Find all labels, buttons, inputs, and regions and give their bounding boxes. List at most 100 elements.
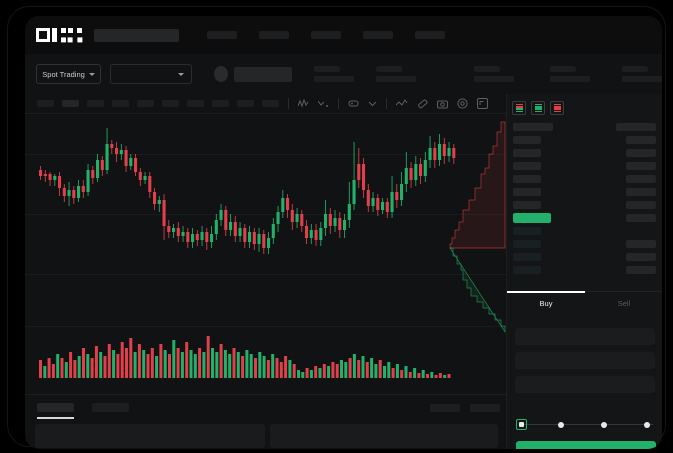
gridline [25, 274, 506, 275]
gridline [25, 154, 506, 155]
settings-icon[interactable] [457, 98, 468, 109]
stat-1-value [314, 76, 354, 82]
orderbook-view-toggles [507, 94, 662, 115]
interval-button-3[interactable] [87, 100, 104, 107]
volume-histogram [39, 336, 451, 378]
primary-nav [207, 31, 445, 39]
stat-1-label [314, 66, 340, 72]
nav-item-2[interactable] [259, 31, 289, 39]
interval-button-10[interactable] [262, 100, 279, 107]
tab-sell[interactable]: Sell [585, 292, 662, 315]
toolbar-divider [386, 98, 387, 109]
stat-2 [376, 66, 416, 82]
slider-step-0[interactable] [516, 419, 527, 430]
orderbook-trade-panel: Buy Sell [506, 94, 662, 449]
tab-buy[interactable]: Buy [507, 291, 585, 315]
orders-table-row [25, 422, 506, 449]
orderbook-ask-row[interactable] [513, 146, 656, 159]
nav-item-4[interactable] [363, 31, 393, 39]
orders-cell-1[interactable] [35, 424, 265, 448]
tab-sell-label: Sell [617, 299, 631, 308]
chart-toolbar [25, 94, 662, 114]
logo-letter-x [68, 28, 82, 42]
price-field[interactable] [515, 328, 655, 345]
camera-icon[interactable] [437, 99, 448, 109]
orderbook-ask-row[interactable] [513, 159, 656, 172]
interval-button-7[interactable] [187, 100, 204, 107]
slider-step-3[interactable] [644, 421, 650, 428]
orderbook-view-bids-icon[interactable] [531, 101, 545, 115]
alert-icon[interactable] [348, 99, 359, 108]
gridline [25, 326, 506, 327]
orderbook-rows [507, 115, 662, 276]
orderbook-ask-row[interactable] [513, 185, 656, 198]
stat-3-value [474, 76, 514, 82]
stat-5 [622, 66, 662, 82]
fullscreen-icon[interactable] [477, 98, 488, 109]
coin-avatar [214, 66, 229, 82]
stat-3-label [474, 66, 500, 72]
stat-1 [314, 66, 354, 82]
trading-mode-selector[interactable]: Spot Trading [36, 64, 102, 84]
search-input[interactable] [94, 28, 179, 42]
chevron-down-icon [88, 72, 95, 76]
total-field[interactable] [515, 376, 655, 393]
trading-pair-selector[interactable] [110, 64, 193, 84]
orderbook-bid-row[interactable] [513, 250, 656, 263]
bottom-tab-1[interactable] [37, 403, 74, 419]
orderbook-col-amount [616, 122, 656, 131]
chevron-down-icon[interactable] [368, 99, 377, 108]
bottom-action-1[interactable] [430, 403, 460, 412]
last-price-value [234, 66, 292, 82]
bottom-tab-2[interactable] [92, 403, 129, 412]
depth-chart-overlay [449, 121, 506, 334]
last-price-highlight [513, 212, 551, 223]
logo-letter-o [36, 28, 50, 42]
orderbook-last-price-row [513, 211, 656, 224]
bottom-action-2[interactable] [470, 403, 500, 412]
slider-track [519, 424, 653, 425]
amount-percent-slider[interactable] [516, 419, 656, 431]
stat-4 [550, 66, 590, 82]
stat-3 [474, 66, 514, 82]
stat-5-label [622, 66, 648, 72]
stat-4-value [550, 76, 590, 82]
indicator-icon[interactable] [298, 99, 309, 108]
place-buy-order-button[interactable] [516, 441, 656, 449]
slider-step-2[interactable] [601, 421, 607, 428]
interval-button-5[interactable] [137, 100, 154, 107]
app-screen: Spot Trading [25, 16, 662, 449]
nav-item-3[interactable] [311, 31, 341, 39]
interval-button-2[interactable] [62, 100, 79, 107]
orderbook-view-asks-icon[interactable] [550, 101, 564, 115]
interval-button-4[interactable] [112, 100, 129, 107]
nav-item-5[interactable] [415, 31, 445, 39]
orderbook-bid-row[interactable] [513, 224, 656, 237]
trading-mode-label: Spot Trading [42, 69, 85, 79]
orderbook-ask-row[interactable] [513, 133, 656, 146]
nav-item-1[interactable] [207, 31, 237, 39]
line-tool-icon[interactable] [396, 99, 408, 108]
logo-letter-k [52, 28, 66, 42]
orders-cell-2[interactable] [270, 424, 498, 448]
interval-button-1[interactable] [37, 100, 54, 107]
orderbook-bid-row[interactable] [513, 237, 656, 250]
ruler-icon[interactable] [417, 98, 428, 109]
orderbook-ask-row[interactable] [513, 172, 656, 185]
price-chart[interactable] [25, 114, 506, 394]
amount-field[interactable] [515, 352, 655, 369]
slider-step-1[interactable] [558, 421, 564, 428]
device-bezel: Spot Trading [7, 6, 666, 449]
orderbook-bid-row[interactable] [513, 263, 656, 276]
compare-icon[interactable] [318, 99, 329, 108]
orderbook-ask-row[interactable] [513, 198, 656, 211]
interval-button-9[interactable] [237, 100, 254, 107]
interval-button-8[interactable] [212, 100, 229, 107]
okx-logo[interactable] [36, 28, 82, 42]
stat-2-value [376, 76, 416, 82]
orderbook-view-both-icon[interactable] [512, 101, 526, 115]
toolbar-divider [338, 98, 339, 109]
interval-button-6[interactable] [162, 100, 179, 107]
active-tab-underline [37, 417, 74, 419]
